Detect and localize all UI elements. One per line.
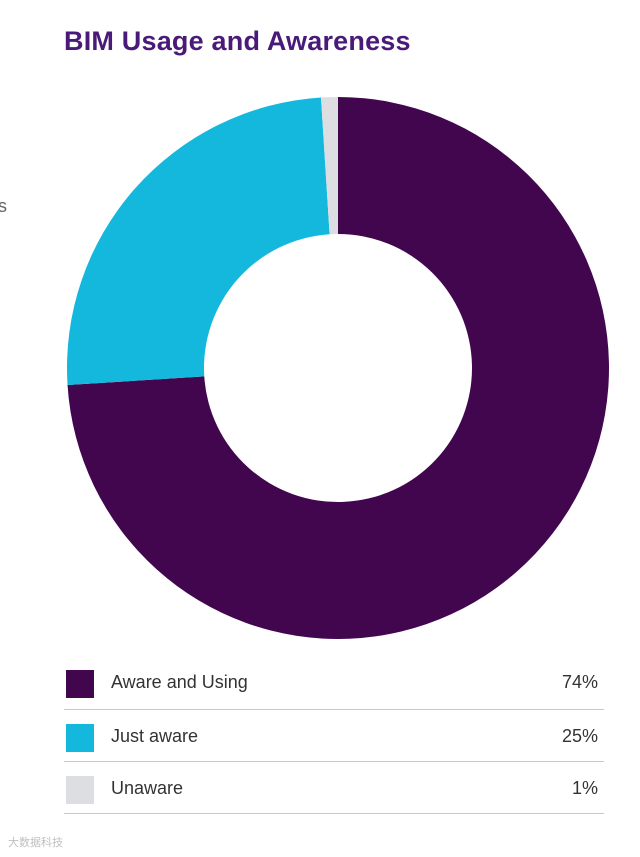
cropped-text-fragment: s xyxy=(0,196,7,216)
watermark-text: 大数据科技 xyxy=(8,837,63,849)
legend-row-aware-and-using: Aware and Using 74% xyxy=(64,656,604,710)
legend-label-just-aware: Just aware xyxy=(111,726,199,746)
donut-chart xyxy=(67,97,609,639)
chart-title: BIM Usage and Awareness xyxy=(64,26,411,56)
legend-swatch-just-aware xyxy=(66,724,94,752)
donut-slice-just-aware xyxy=(67,97,330,386)
donut-slice-unaware xyxy=(320,97,338,235)
legend-label-unaware: Unaware xyxy=(111,778,184,798)
legend-value-unaware: 1% xyxy=(571,778,598,798)
donut-slice-aware-and-using xyxy=(67,97,609,639)
legend-row-unaware: Unaware 1% xyxy=(64,762,604,814)
legend-label-aware-and-using: Aware and Using xyxy=(111,672,248,692)
legend-row-just-aware: Just aware 25% xyxy=(64,710,604,762)
legend-value-just-aware: 25% xyxy=(561,726,598,746)
legend-value-aware-and-using: 74% xyxy=(561,672,598,692)
legend-swatch-unaware xyxy=(66,776,94,804)
chart-legend: Aware and Using 74% Just aware 25% Unawa… xyxy=(64,656,604,814)
legend-swatch-aware-and-using xyxy=(66,670,94,698)
